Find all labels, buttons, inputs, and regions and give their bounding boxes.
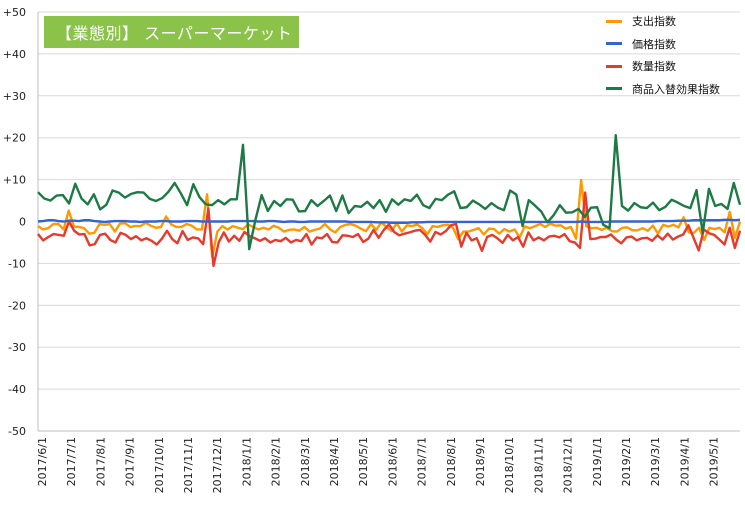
series-line-2 (37, 191, 742, 268)
x-tick-label: 2019/5/1 (708, 437, 721, 486)
x-tick-label: 2018/4/1 (328, 437, 341, 486)
chart-title: 【業態別】 スーパーマーケット (44, 16, 299, 48)
x-tick-label: 2017/10/1 (153, 437, 166, 493)
x-tick-label: 2018/8/1 (445, 437, 458, 486)
y-tick-label: +30 (3, 90, 26, 103)
legend-swatch-spending (606, 19, 622, 23)
legend-swatch-price (606, 42, 622, 45)
x-tick-label: 2017/6/1 (36, 437, 49, 486)
y-tick-label: 0 (19, 216, 26, 229)
legend-item-spending: 支出指数 (606, 15, 720, 28)
x-tick-label: 2017/11/1 (182, 437, 195, 493)
x-tick-label: 2017/7/1 (65, 437, 78, 486)
x-tick-label: 2019/2/1 (620, 437, 633, 486)
legend-label-quantity: 数量指数 (632, 60, 676, 73)
legend-label-price: 価格指数 (632, 37, 676, 51)
legend-item-price: 価格指数 (606, 37, 720, 51)
x-tick-label: 2018/11/1 (532, 437, 545, 493)
y-tick-label: -20 (8, 299, 26, 312)
x-tick-label: 2017/12/1 (211, 437, 224, 493)
x-tick-label: 2018/12/1 (562, 437, 575, 493)
x-tick-label: 2018/6/1 (386, 437, 399, 486)
y-tick-label: -10 (8, 257, 26, 270)
y-tick-label: +50 (3, 6, 26, 19)
x-tick-label: 2018/3/1 (299, 437, 312, 486)
x-tick-label: 2017/8/1 (94, 437, 107, 486)
y-tick-label: +10 (3, 174, 26, 187)
x-tick-label: 2018/1/1 (240, 437, 253, 486)
x-tick-label: 2019/3/1 (649, 437, 662, 486)
legend: 支出指数 価格指数 数量指数 商品入替効果指数 (606, 15, 720, 106)
y-tick-label: -40 (8, 383, 26, 396)
x-tick-label: 2018/7/1 (416, 437, 429, 486)
x-tick-label: 2018/9/1 (474, 437, 487, 486)
y-axis-ticks: -50 -40 -30 -20 -10 0 +10 +20 +30 +40 +50 (3, 6, 26, 438)
legend-label-replacement: 商品入替効果指数 (632, 82, 720, 96)
legend-swatch-replacement (606, 87, 622, 90)
x-tick-label: 2019/4/1 (678, 437, 691, 486)
legend-swatch-quantity (606, 64, 622, 68)
y-tick-label: -50 (8, 425, 26, 438)
legend-item-quantity: 数量指数 (606, 60, 720, 73)
y-tick-label: -30 (8, 341, 26, 354)
y-tick-label: +40 (3, 48, 26, 61)
series-line-3 (37, 133, 742, 251)
x-tick-label: 2019/1/1 (591, 437, 604, 486)
series-line-0 (37, 178, 742, 259)
series-line-1 (37, 218, 741, 224)
legend-label-spending: 支出指数 (632, 15, 676, 28)
x-tick-label: 2017/9/1 (124, 437, 137, 486)
x-tick-label: 2018/2/1 (270, 437, 283, 486)
x-tick-label: 2018/5/1 (357, 437, 370, 486)
y-tick-label: +20 (3, 132, 26, 145)
x-tick-label: 2018/10/1 (503, 437, 516, 493)
legend-item-replacement: 商品入替効果指数 (606, 82, 720, 96)
series-lines (37, 133, 742, 268)
x-axis-ticks: 2017/6/1 2017/7/1 2017/8/1 2017/9/1 2017/10/… (36, 437, 721, 493)
